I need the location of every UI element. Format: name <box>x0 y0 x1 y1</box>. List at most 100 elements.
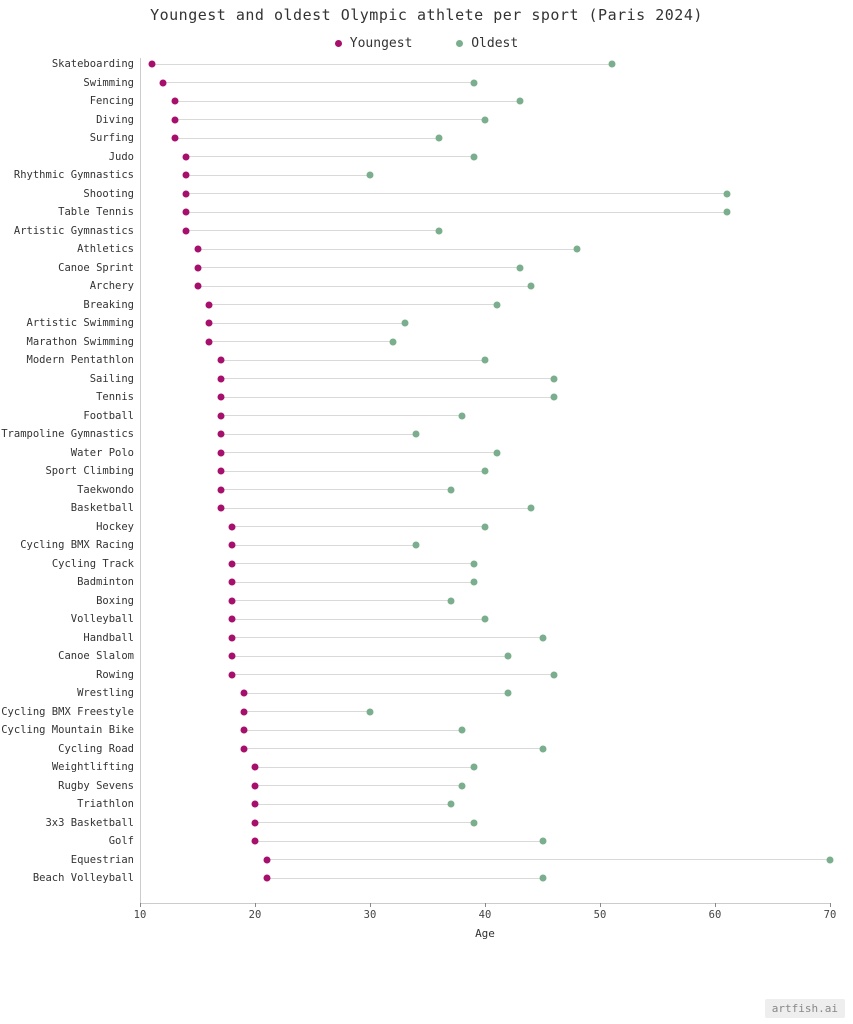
point-oldest <box>493 449 500 456</box>
point-youngest <box>217 468 224 475</box>
point-youngest <box>229 671 236 678</box>
x-tick-label: 70 <box>824 909 837 959</box>
sport-label: Taekwondo <box>77 484 140 496</box>
sport-label: Shooting <box>83 188 140 200</box>
sport-label: Surfing <box>90 132 140 144</box>
x-tick-label: 40 <box>479 909 492 959</box>
point-oldest <box>367 708 374 715</box>
sport-label: Rhythmic Gymnastics <box>14 169 140 181</box>
connector-line <box>244 693 509 694</box>
point-youngest <box>171 116 178 123</box>
point-oldest <box>390 338 397 345</box>
connector-line <box>232 600 451 601</box>
point-oldest <box>516 264 523 271</box>
legend-label-oldest: Oldest <box>471 36 518 51</box>
connector-line <box>186 193 727 194</box>
point-youngest <box>252 782 259 789</box>
point-youngest <box>229 634 236 641</box>
point-oldest <box>539 875 546 882</box>
point-oldest <box>827 856 834 863</box>
connector-line <box>244 730 463 731</box>
connector-line <box>267 859 831 860</box>
point-youngest <box>263 856 270 863</box>
x-tick-label: 60 <box>709 909 722 959</box>
point-oldest <box>482 616 489 623</box>
chart-container: Youngest and oldest Olympic athlete per … <box>0 0 853 1024</box>
point-oldest <box>551 394 558 401</box>
connector-line <box>221 434 417 435</box>
plot-area: Age 10203040506070SkateboardingSwimmingF… <box>140 58 830 938</box>
sport-label: Football <box>83 410 140 422</box>
connector-line <box>198 249 578 250</box>
sport-label: Breaking <box>83 299 140 311</box>
sport-label: Diving <box>96 114 140 126</box>
connector-line <box>221 360 486 361</box>
sport-label: Boxing <box>96 595 140 607</box>
chart-title: Youngest and oldest Olympic athlete per … <box>0 6 853 24</box>
sport-label: Artistic Swimming <box>27 317 140 329</box>
point-oldest <box>470 819 477 826</box>
point-youngest <box>194 264 201 271</box>
sport-label: Artistic Gymnastics <box>14 225 140 237</box>
connector-line <box>232 674 554 675</box>
sport-label: Table Tennis <box>58 206 140 218</box>
connector-line <box>175 138 440 139</box>
point-oldest <box>505 690 512 697</box>
point-youngest <box>148 61 155 68</box>
point-youngest <box>252 801 259 808</box>
connector-line <box>255 822 474 823</box>
sport-label: Beach Volleyball <box>33 872 140 884</box>
point-oldest <box>723 190 730 197</box>
point-oldest <box>367 172 374 179</box>
sport-label: Badminton <box>77 576 140 588</box>
point-youngest <box>217 505 224 512</box>
point-youngest <box>183 172 190 179</box>
point-youngest <box>206 301 213 308</box>
point-oldest <box>470 153 477 160</box>
connector-line <box>186 175 370 176</box>
x-tick <box>600 903 601 907</box>
point-youngest <box>217 375 224 382</box>
point-youngest <box>194 283 201 290</box>
sport-label: Wrestling <box>77 687 140 699</box>
point-oldest <box>401 320 408 327</box>
connector-line <box>209 304 497 305</box>
connector-line <box>163 82 474 83</box>
connector-line <box>255 785 462 786</box>
point-oldest <box>723 209 730 216</box>
point-youngest <box>217 394 224 401</box>
connector-line <box>175 101 520 102</box>
point-youngest <box>171 135 178 142</box>
sport-label: Canoe Sprint <box>58 262 140 274</box>
sport-label: Archery <box>90 280 140 292</box>
point-youngest <box>183 209 190 216</box>
legend-entry-youngest: Youngest <box>335 36 413 51</box>
connector-line <box>221 397 555 398</box>
point-oldest <box>459 727 466 734</box>
point-oldest <box>436 227 443 234</box>
sport-label: Sport Climbing <box>45 465 140 477</box>
point-oldest <box>482 523 489 530</box>
point-youngest <box>229 616 236 623</box>
point-oldest <box>528 505 535 512</box>
sport-label: 3x3 Basketball <box>45 817 140 829</box>
connector-line <box>255 841 543 842</box>
point-oldest <box>482 357 489 364</box>
point-oldest <box>505 653 512 660</box>
point-oldest <box>470 560 477 567</box>
point-oldest <box>459 782 466 789</box>
point-oldest <box>482 468 489 475</box>
point-oldest <box>493 301 500 308</box>
point-oldest <box>539 745 546 752</box>
point-youngest <box>160 79 167 86</box>
sport-label: Trampoline Gymnastics <box>1 428 140 440</box>
point-youngest <box>183 190 190 197</box>
connector-line <box>244 711 371 712</box>
point-youngest <box>240 690 247 697</box>
point-youngest <box>240 727 247 734</box>
connector-line <box>255 804 451 805</box>
point-oldest <box>436 135 443 142</box>
connector-line <box>152 64 612 65</box>
point-oldest <box>528 283 535 290</box>
point-youngest <box>229 579 236 586</box>
